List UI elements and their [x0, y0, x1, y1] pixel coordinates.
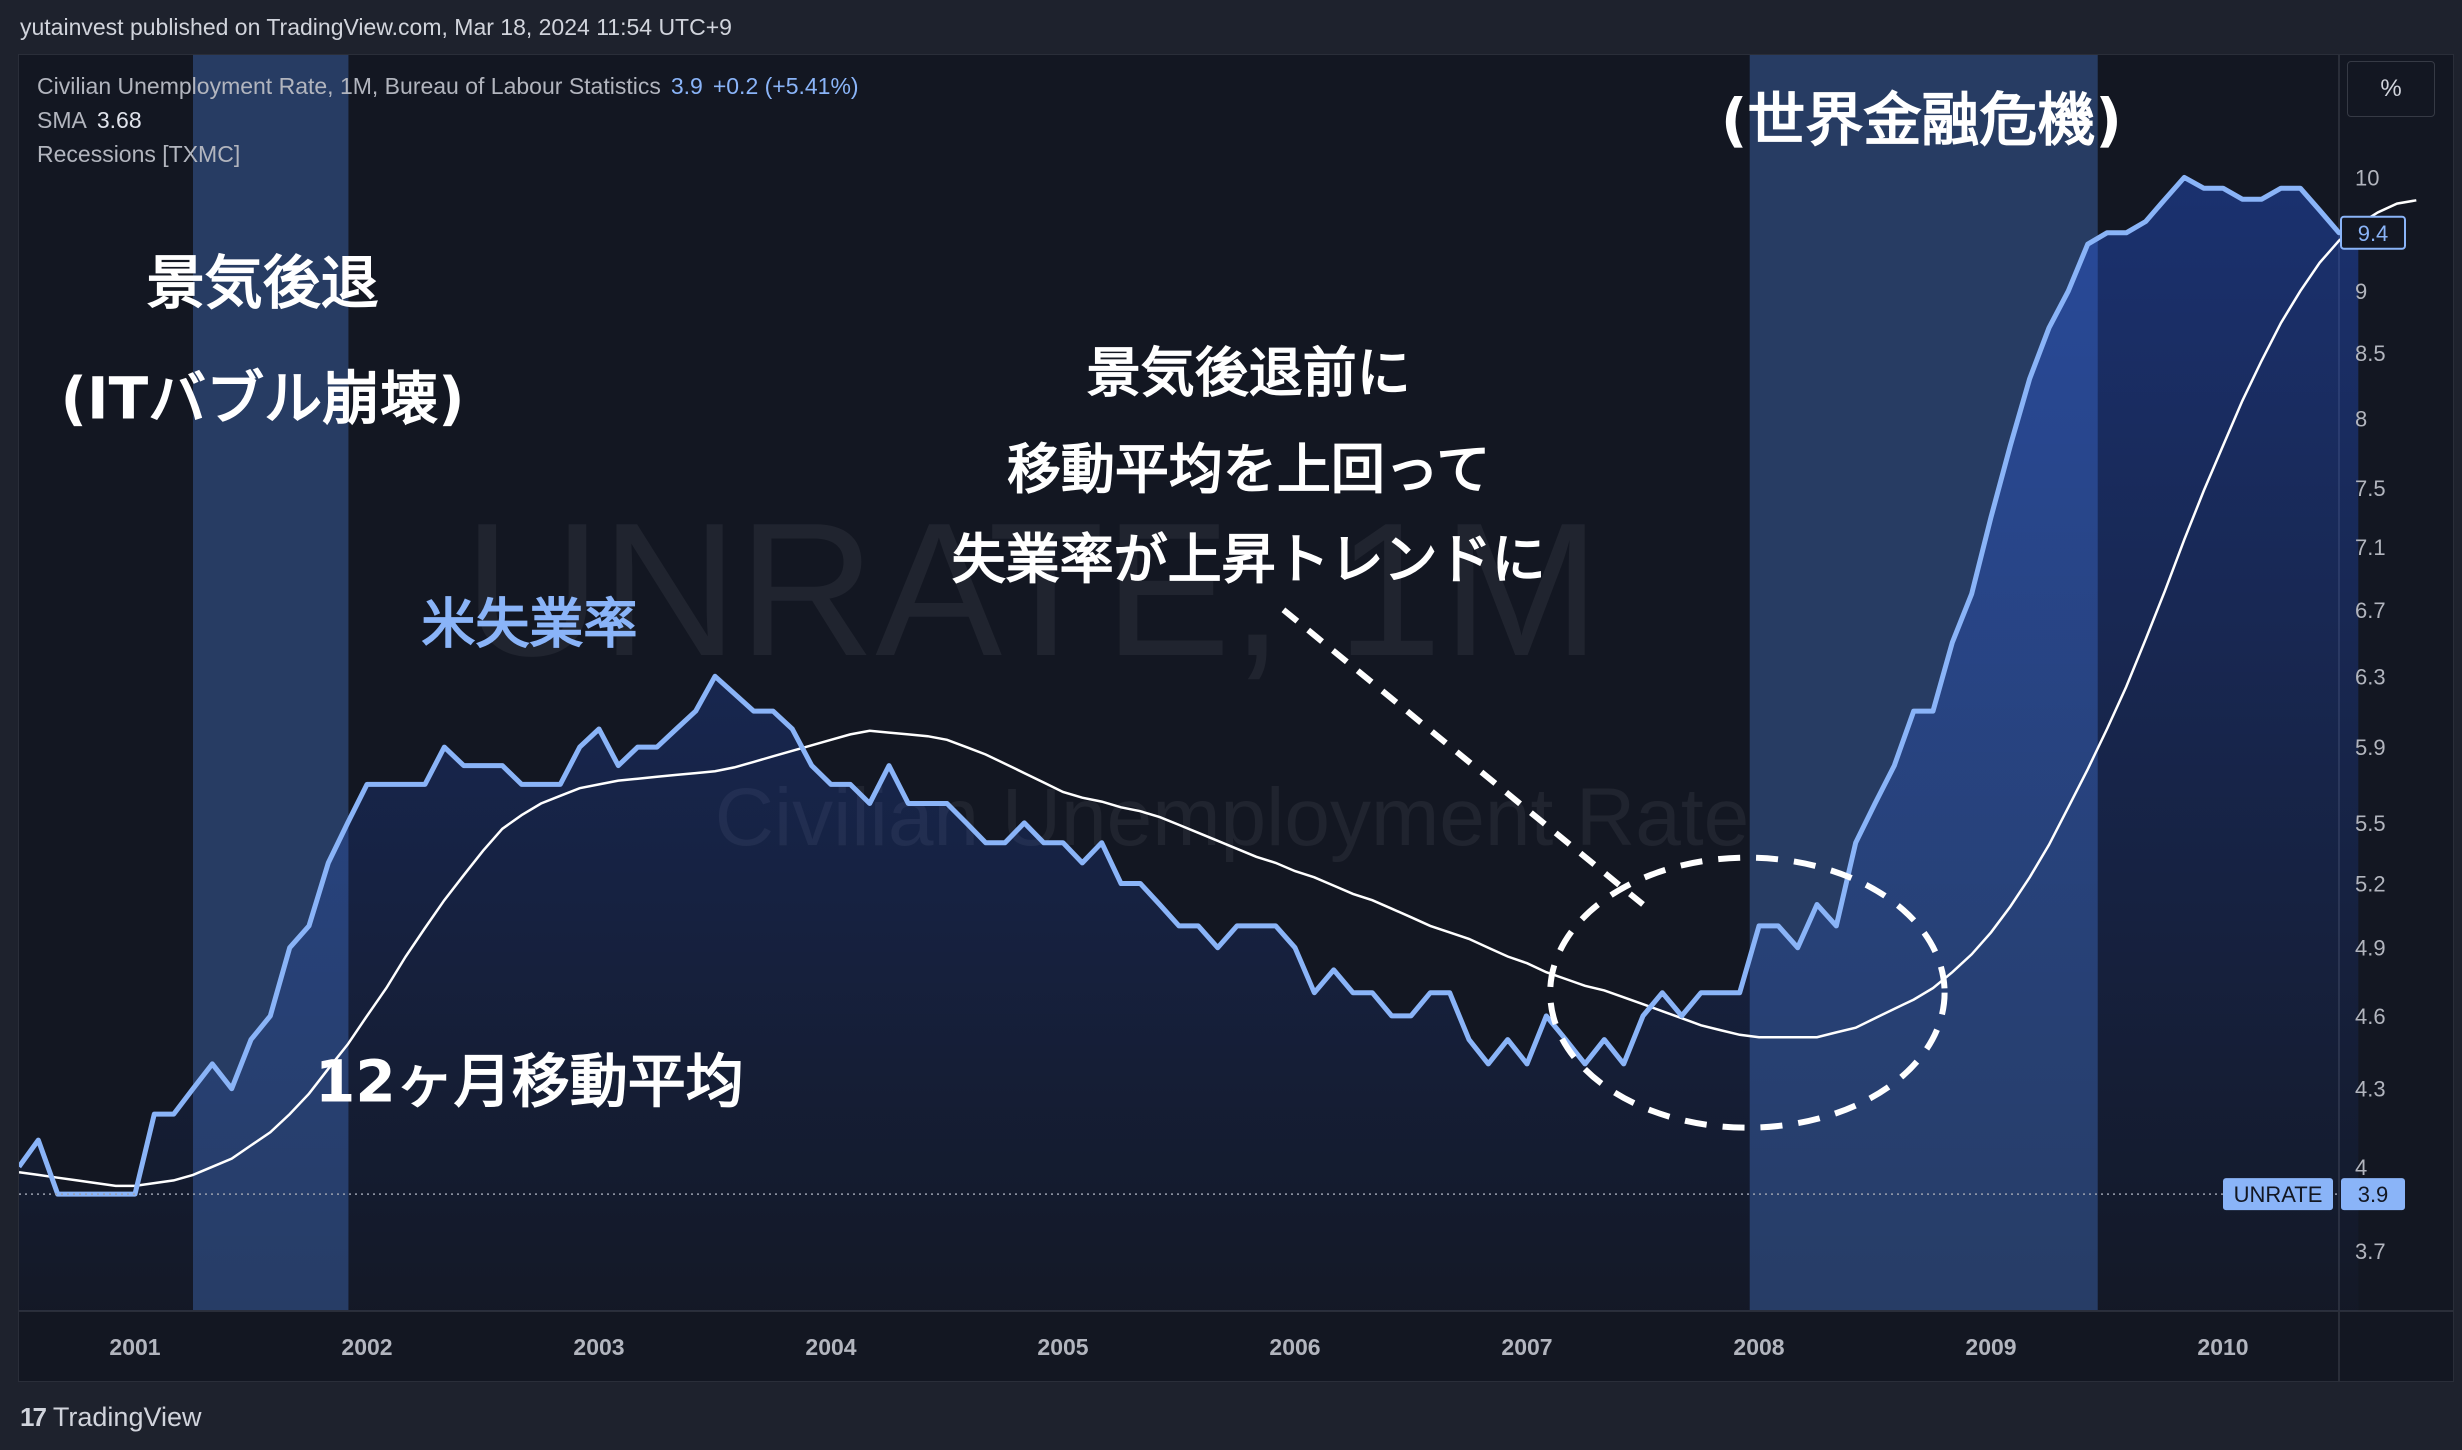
- x-tick-label: 2010: [2197, 1334, 2248, 1360]
- sma-value: 3.68: [96, 107, 142, 133]
- y-tick-label: 4: [2355, 1155, 2367, 1180]
- annotation-text: 景気後退前に: [1087, 342, 1411, 405]
- y-tick-label: 4.6: [2355, 1004, 2386, 1029]
- last-price-tag-bg: [2341, 1178, 2405, 1211]
- price-line-label: UNRATE: [2234, 1182, 2323, 1207]
- series-name: Civilian Unemployment Rate, 1M, Bureau o…: [37, 73, 661, 99]
- x-tick-label: 2007: [1501, 1334, 1552, 1360]
- annotation-text: 移動平均を上回って: [1007, 438, 1490, 501]
- footer-bar: 17 TradingView: [0, 1384, 2462, 1450]
- annotation-text: 米失業率: [421, 593, 637, 656]
- annotation-text: 失業率が上昇トレンドに: [952, 528, 1546, 591]
- y-tick-label: 7.5: [2355, 476, 2386, 501]
- last-price-tag: 3.9: [2358, 1182, 2389, 1207]
- y-tick-label: 6.3: [2355, 664, 2386, 689]
- y-tick-label: 8: [2355, 406, 2367, 431]
- y-tick-label: 7.1: [2355, 535, 2386, 560]
- watermark-title: UNRATE, 1M: [464, 484, 1601, 696]
- y-tick-label: 6.7: [2355, 598, 2386, 623]
- annotation-text: 12ヶ月移動平均: [315, 1047, 744, 1115]
- callout-pointer: [1281, 607, 1645, 907]
- chart-panel[interactable]: UNRATE, 1M Civilian Unemployment Rate UNRA…: [18, 54, 2454, 1382]
- y-tick-label: 5.2: [2355, 872, 2386, 897]
- last-series-value-tag-bg: [2340, 215, 2406, 250]
- legend-row-recessions[interactable]: Recessions [TXMC]: [37, 137, 859, 171]
- x-tick-label: 2006: [1269, 1334, 1320, 1360]
- x-tick-label: 2003: [573, 1334, 624, 1360]
- y-tick-label: 4.9: [2355, 936, 2386, 961]
- unrate-line: [19, 174, 2359, 1197]
- y-tick-label: 10: [2355, 165, 2379, 190]
- series-area-fill: [19, 177, 2359, 1311]
- tradingview-brand: TradingView: [52, 1402, 202, 1432]
- recessions-label: Recessions [TXMC]: [37, 141, 241, 167]
- y-tick-label: 8.5: [2355, 341, 2386, 366]
- x-tick-label: 2005: [1037, 1334, 1088, 1360]
- last-series-value-tag: 9.4: [2358, 221, 2389, 246]
- publisher-bar: yutainvest published on TradingView.com,…: [0, 0, 2462, 60]
- y-tick-label: 4.3: [2355, 1077, 2386, 1102]
- series-last-value: 3.9: [670, 73, 703, 99]
- legend-row-series[interactable]: Civilian Unemployment Rate, 1M, Bureau o…: [37, 69, 859, 103]
- annotation-text: (ITバブル崩壊): [61, 364, 465, 432]
- annotation-text: (世界金融危機): [1721, 86, 2122, 154]
- price-line-label-bg: [2223, 1178, 2333, 1211]
- tradingview-logo[interactable]: 17 TradingView: [20, 1402, 202, 1433]
- series-change: +0.2 (+5.41%): [712, 73, 859, 99]
- x-tick-label: 2008: [1733, 1334, 1784, 1360]
- x-tick-label: 2009: [1965, 1334, 2016, 1360]
- publisher-text: yutainvest published on TradingView.com,…: [20, 14, 732, 40]
- y-tick-label: 5.9: [2355, 735, 2386, 760]
- percent-scale-button[interactable]: %: [2347, 61, 2435, 117]
- legend-row-sma[interactable]: SMA 3.68: [37, 103, 859, 137]
- y-tick-label: 5.5: [2355, 811, 2386, 836]
- sma-label: SMA: [37, 107, 87, 133]
- x-tick-label: 2002: [341, 1334, 392, 1360]
- y-tick-label: 3.7: [2355, 1239, 2386, 1264]
- tradingview-logo-icon: 17: [20, 1402, 47, 1432]
- x-tick-label: 2004: [805, 1334, 856, 1360]
- series-legend: Civilian Unemployment Rate, 1M, Bureau o…: [37, 69, 859, 171]
- y-tick-label: 9: [2355, 279, 2367, 304]
- sma-line: [19, 199, 2417, 1188]
- x-tick-label: 2001: [109, 1334, 160, 1360]
- annotation-text: 景気後退: [147, 249, 379, 317]
